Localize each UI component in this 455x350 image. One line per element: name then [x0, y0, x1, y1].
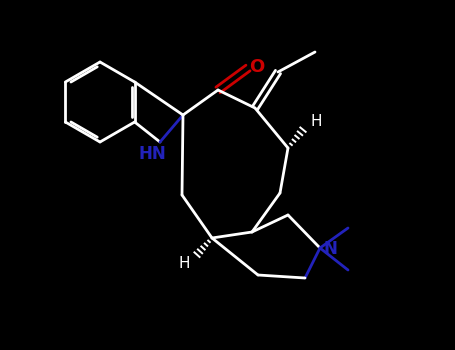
Text: H: H: [310, 114, 322, 130]
Text: O: O: [249, 58, 265, 76]
Text: HN: HN: [138, 145, 166, 163]
Text: N: N: [323, 240, 337, 258]
Text: H: H: [178, 257, 190, 272]
